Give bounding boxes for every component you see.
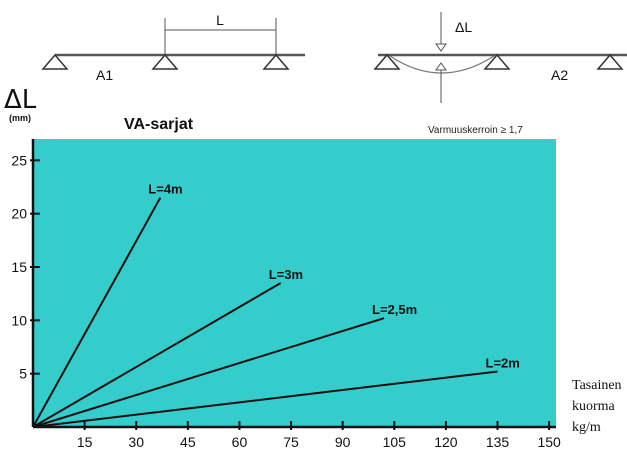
y-tick-label: 5 — [19, 366, 27, 382]
safety-factor-note: Varmuuskerroin ≥ 1,7 — [428, 125, 523, 136]
series-lines — [32, 197, 498, 428]
y-axis-ticks: 5 10 15 20 25 — [11, 152, 40, 382]
series-label: L=2m — [486, 356, 520, 371]
y-tick-label: 25 — [11, 152, 27, 168]
x-axis-ticks: 15 30 45 60 75 90 105 120 135 150 — [77, 421, 561, 450]
support-triangle — [151, 53, 179, 70]
y-tick-label: 15 — [11, 259, 27, 275]
beam-a1-label: A1 — [96, 67, 113, 83]
deflection-label: ΔL — [455, 19, 472, 35]
support-triangle — [596, 53, 624, 70]
x-tick-label: 150 — [537, 434, 561, 450]
support-triangle — [373, 53, 401, 70]
x-tick-label: 135 — [486, 434, 510, 450]
arrow-down-icon — [435, 43, 447, 52]
support-triangle — [262, 53, 290, 70]
x-tick-label: 60 — [232, 434, 248, 450]
x-axis-note-line3: kg/m — [572, 420, 601, 435]
series-line — [32, 317, 385, 428]
y-tick-label: 10 — [11, 312, 27, 328]
span-label: L — [216, 12, 224, 28]
x-axis-note-line2: kuorma — [572, 399, 616, 414]
x-tick-label: 45 — [180, 434, 196, 450]
series-label: L=4m — [148, 182, 182, 197]
x-tick-label: 90 — [335, 434, 351, 450]
x-tick-label: 30 — [128, 434, 144, 450]
series-labels: L=4m L=3m L=2,5m L=2m — [148, 182, 520, 371]
x-tick-label: 75 — [283, 434, 299, 450]
series-line — [32, 282, 282, 428]
series-label: L=2,5m — [372, 302, 417, 317]
plot-area — [33, 139, 556, 427]
x-tick-label: 120 — [434, 434, 458, 450]
series-line — [32, 197, 162, 428]
y-axis-symbol: ΔL — [4, 85, 37, 115]
chart-title: VA-sarjat — [124, 116, 194, 133]
support-triangle — [41, 53, 69, 70]
beam-a2-label: A2 — [551, 67, 568, 83]
series-line — [32, 370, 498, 428]
x-tick-label: 15 — [77, 434, 93, 450]
x-tick-label: 105 — [383, 434, 407, 450]
beam-diagram: L ΔL A1 A2 — [41, 12, 627, 103]
deflection-curve — [389, 55, 495, 74]
series-label: L=3m — [269, 267, 303, 282]
support-triangle — [483, 53, 511, 70]
arrow-up-icon — [435, 62, 447, 71]
y-axis-unit: (mm) — [9, 113, 31, 123]
x-axis-note-line1: Tasainen — [572, 378, 622, 393]
y-tick-label: 20 — [11, 206, 27, 222]
